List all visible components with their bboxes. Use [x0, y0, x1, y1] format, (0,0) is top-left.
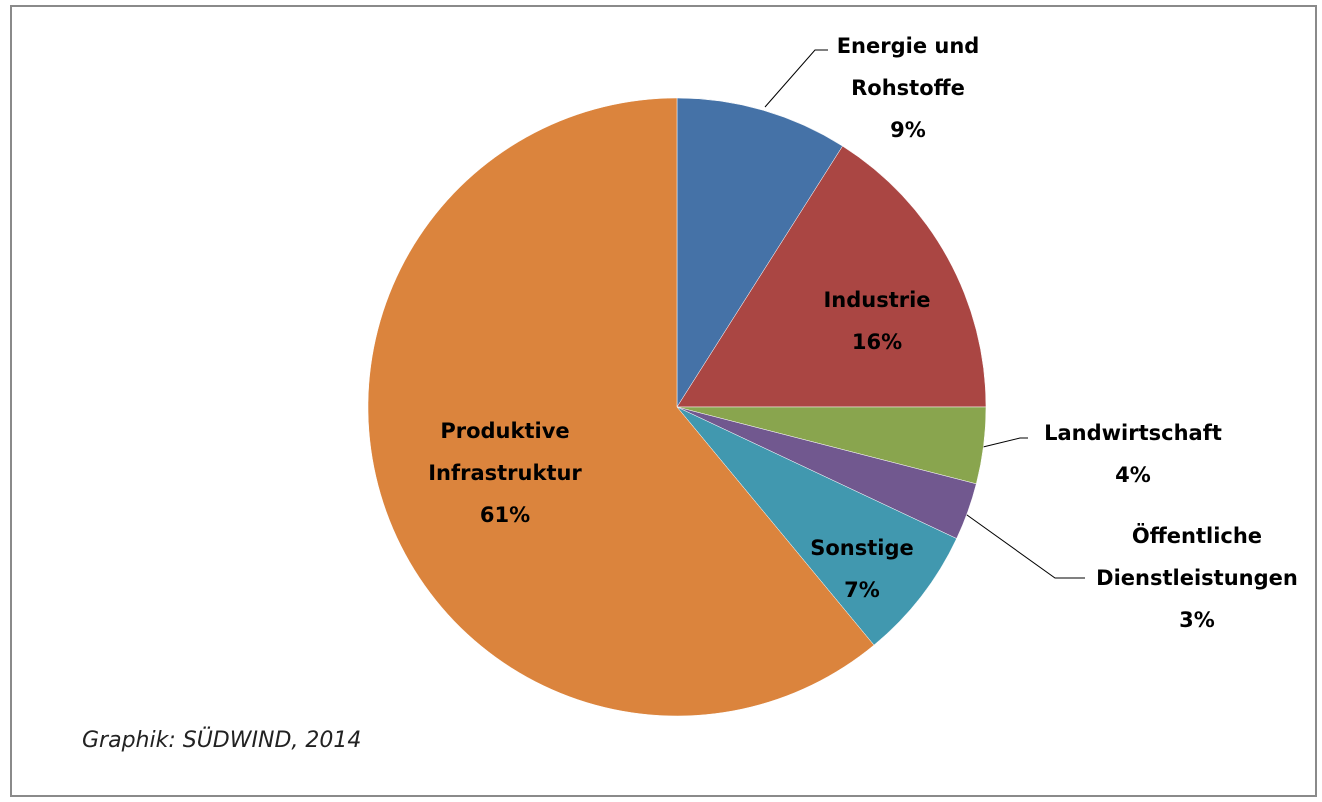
- data-label: Öffentliche Dienstleistungen 3%: [1082, 515, 1312, 641]
- data-label: Industrie 16%: [792, 279, 962, 363]
- pie-slice: [676, 406, 957, 646]
- data-label: Produktive Infrastruktur 61%: [410, 410, 600, 536]
- pie-slice: [676, 145, 987, 408]
- value-label: 16%: [851, 330, 903, 354]
- data-label: Energie und Rohstoffe 9%: [823, 25, 993, 151]
- leader-line: [764, 49, 828, 108]
- pie-slice: [367, 97, 875, 717]
- category-label: Energie und Rohstoffe: [836, 34, 980, 100]
- data-label: Landwirtschaft 4%: [1033, 412, 1233, 496]
- leader-line: [982, 437, 1028, 448]
- data-label: Sonstige 7%: [787, 527, 937, 611]
- value-label: 7%: [844, 578, 880, 602]
- leader-line: [959, 509, 1085, 579]
- category-label: Produktive Infrastruktur: [428, 419, 582, 485]
- value-label: 9%: [890, 118, 926, 142]
- category-label: Öffentliche Dienstleistungen: [1096, 524, 1298, 590]
- category-label: Landwirtschaft: [1044, 421, 1222, 445]
- pie-slice: [676, 97, 843, 408]
- value-label: 3%: [1179, 608, 1215, 632]
- value-label: 4%: [1115, 463, 1151, 487]
- category-label: Sonstige: [810, 536, 914, 560]
- category-label: Industrie: [823, 288, 931, 312]
- source-note: Graphik: SÜDWIND, 2014: [82, 728, 362, 753]
- value-label: 61%: [479, 503, 531, 527]
